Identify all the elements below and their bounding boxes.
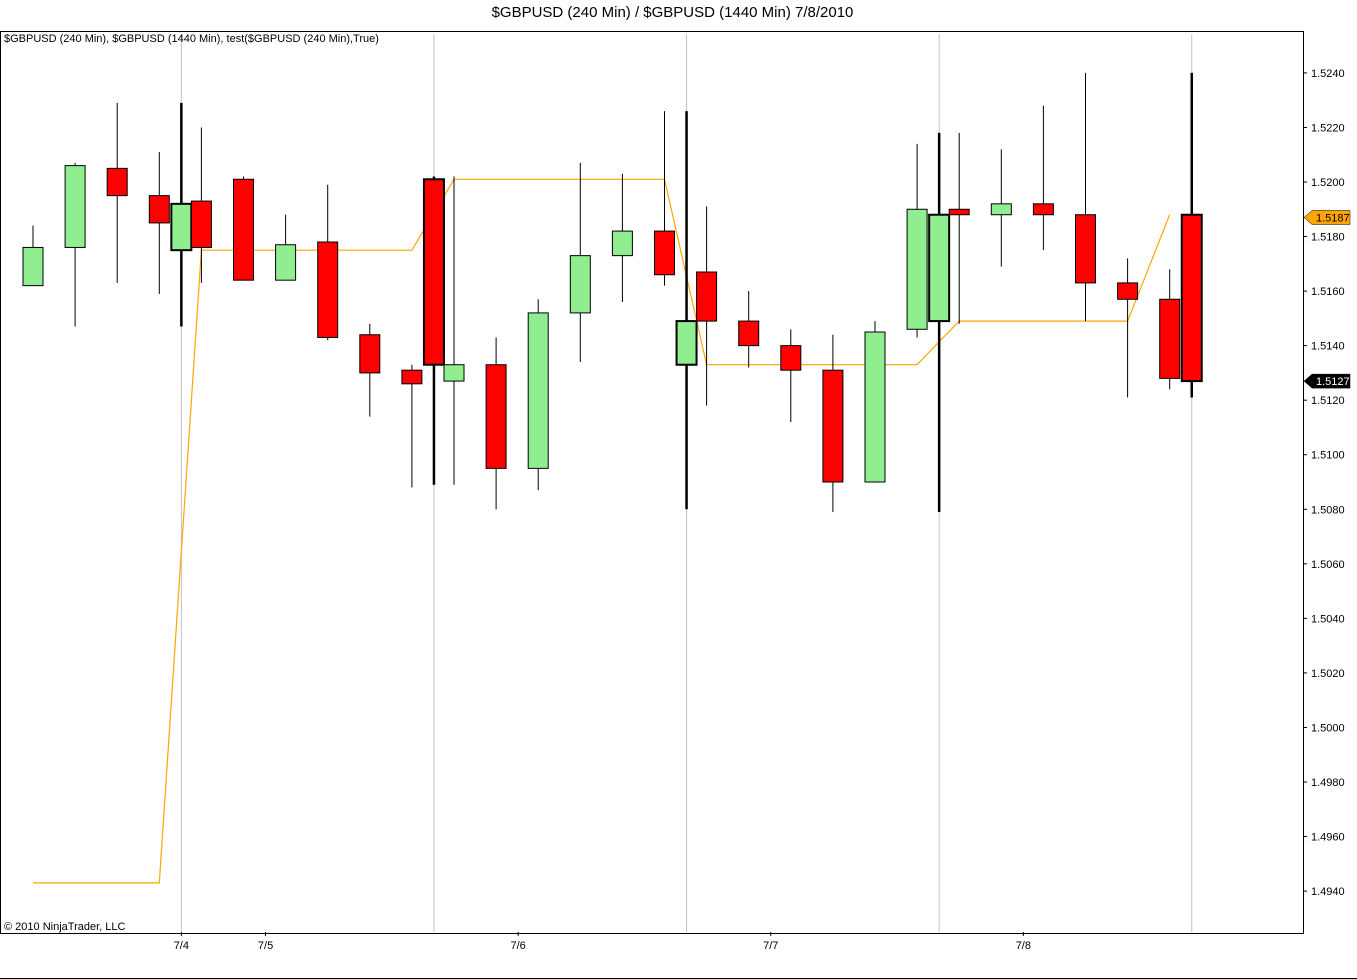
legend-text: $GBPUSD (240 Min), $GBPUSD (1440 Min), t… — [4, 33, 379, 45]
last-price-marker — [1303, 373, 1351, 389]
daily-price-marker-label: 1.5187 — [1316, 212, 1350, 224]
y-tick-label: 1.5240 — [1311, 68, 1345, 80]
candles-layer — [22, 72, 1181, 512]
candle-body[interactable] — [443, 364, 465, 382]
candle-body[interactable] — [654, 230, 675, 276]
y-tick-label: 1.5080 — [1311, 504, 1345, 516]
y-tick-label: 1.5060 — [1311, 559, 1345, 571]
daily-candle-body — [422, 178, 445, 366]
y-tick-label: 1.4940 — [1311, 886, 1345, 898]
candle-body[interactable] — [948, 208, 970, 216]
daily-candle-body — [928, 213, 951, 323]
candle-body[interactable] — [906, 208, 928, 330]
x-tick-label: 7/5 — [258, 940, 273, 952]
candle-body[interactable] — [1159, 298, 1181, 379]
candle-body[interactable] — [696, 271, 718, 322]
chart-title: $GBPUSD (240 Min) / $GBPUSD (1440 Min) 7… — [491, 4, 854, 21]
x-tick-label: 7/6 — [511, 940, 526, 952]
candle-body[interactable] — [569, 255, 591, 314]
last-price-marker-label: 1.5127 — [1316, 376, 1350, 388]
candle-body[interactable] — [822, 369, 844, 483]
y-tick-label: 1.5120 — [1311, 395, 1345, 407]
candle-body[interactable] — [864, 331, 886, 483]
candle-body[interactable] — [64, 165, 86, 248]
candle-body[interactable] — [190, 200, 212, 248]
daily-candle-body — [170, 202, 193, 252]
y-tick-label: 1.5180 — [1311, 232, 1345, 244]
y-tick-label: 1.5020 — [1311, 668, 1345, 680]
candle-body[interactable] — [1117, 282, 1139, 300]
candle-body[interactable] — [1032, 203, 1054, 216]
candle-body[interactable] — [780, 345, 802, 371]
candle-body[interactable] — [106, 167, 128, 197]
x-tick-label: 7/4 — [174, 940, 189, 952]
candle-body[interactable] — [485, 364, 507, 469]
candle-body[interactable] — [1075, 214, 1096, 284]
y-tick-label: 1.5000 — [1311, 722, 1345, 734]
candle-body[interactable] — [148, 195, 170, 224]
y-tick-label: 1.5040 — [1311, 613, 1345, 625]
x-tick-label: 7/7 — [763, 940, 778, 952]
price-axis[interactable]: 1.4940 1.4960 1.4980 1.5000 1.5020 1.5040 1.50… — [1303, 68, 1345, 898]
candle-body[interactable] — [401, 369, 423, 385]
price-markers: 1.5187 1.5127 — [1303, 210, 1351, 389]
copyright-text: © 2010 NinjaTrader, LLC — [4, 921, 125, 933]
candle-body[interactable] — [738, 320, 760, 347]
y-tick-label: 1.4980 — [1311, 777, 1345, 789]
plot-frame — [0, 31, 1304, 934]
y-tick-label: 1.5100 — [1311, 450, 1345, 462]
candle-body[interactable] — [527, 312, 549, 469]
candle-body[interactable] — [359, 334, 381, 374]
y-tick-label: 1.4960 — [1311, 832, 1345, 844]
candle-body[interactable] — [317, 241, 339, 338]
y-tick-label: 1.5200 — [1311, 177, 1345, 189]
daily-candle-body — [1180, 213, 1203, 383]
candle-body[interactable] — [611, 230, 633, 257]
candle-body[interactable] — [275, 244, 297, 281]
daily-price-marker — [1303, 210, 1351, 225]
candle-body[interactable] — [990, 203, 1012, 216]
candle-body[interactable] — [233, 178, 254, 281]
y-tick-label: 1.5160 — [1311, 286, 1345, 298]
time-axis[interactable]: 7/4 7/5 7/6 7/7 7/8 — [174, 932, 1031, 952]
x-tick-label: 7/8 — [1016, 940, 1031, 952]
y-tick-label: 1.5140 — [1311, 341, 1345, 353]
daily-candle-body — [675, 320, 698, 366]
candle-body[interactable] — [22, 246, 44, 287]
daily-candles-layer — [170, 72, 1203, 512]
y-tick-label: 1.5220 — [1311, 122, 1345, 134]
